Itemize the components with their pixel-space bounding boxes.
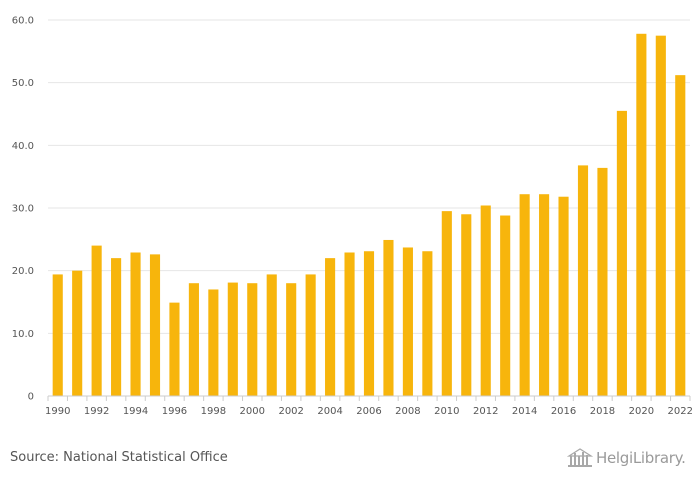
- x-tick-label: 2022: [668, 406, 693, 417]
- bar-2012: [480, 205, 491, 396]
- x-tick-label: 2018: [590, 406, 615, 417]
- x-tick-label: 1990: [45, 406, 70, 417]
- x-tick-label: 2020: [629, 406, 654, 417]
- y-tick-label: 40.0: [12, 141, 34, 152]
- bar-1994: [130, 252, 141, 396]
- bar-1991: [72, 270, 83, 396]
- bar-1992: [91, 245, 102, 396]
- y-tick-label: 20.0: [12, 266, 34, 277]
- library-building-icon: [567, 448, 593, 467]
- bar-2006: [363, 251, 375, 396]
- bar-2011: [461, 214, 472, 396]
- bar-2018: [597, 167, 608, 396]
- x-tick-label: 2008: [395, 406, 420, 417]
- y-tick-label: 60.0: [12, 16, 34, 27]
- bar-1990: [52, 274, 63, 396]
- bar-2003: [305, 274, 316, 396]
- bar-2021: [655, 35, 666, 397]
- x-tick-label: 2004: [317, 406, 342, 417]
- bar-2015: [539, 194, 550, 396]
- bar-2016: [558, 196, 569, 396]
- bar-2019: [616, 110, 627, 396]
- x-tick-label: 2016: [551, 406, 576, 417]
- y-tick-label: 0: [28, 392, 34, 403]
- bar-chart: 010.020.030.040.050.060.0 1990 1992 1994 19…: [12, 16, 693, 418]
- bar-2009: [422, 251, 433, 396]
- bar-2001: [266, 274, 277, 396]
- bar-2014: [519, 194, 530, 396]
- x-tick-label: 1996: [162, 406, 187, 417]
- y-tick-label: 30.0: [12, 204, 34, 215]
- x-axis-labels: 1990 1992 1994 1996 1998 2000 2002 2004 2006 2008…: [45, 406, 693, 417]
- bar-1996: [169, 302, 180, 396]
- source-note: Source: National Statistical Office: [10, 450, 228, 465]
- bar-2022: [675, 75, 686, 396]
- bar-1997: [188, 283, 199, 396]
- bar-1999: [227, 282, 238, 396]
- bar-2020: [636, 33, 647, 396]
- x-tick-label: 2000: [240, 406, 265, 417]
- bar-2007: [383, 239, 394, 396]
- x-tick-label: 1992: [84, 406, 109, 417]
- x-tick-label: 2012: [473, 406, 498, 417]
- x-axis-ticks: [47, 396, 691, 401]
- x-tick-label: 2014: [512, 406, 537, 417]
- brand-name: HelgiLibrary.: [596, 449, 686, 467]
- x-tick-label: 2002: [278, 406, 303, 417]
- x-tick-label: 2010: [434, 406, 459, 417]
- bar-2005: [344, 252, 355, 396]
- bar-2002: [286, 283, 297, 396]
- bar-1998: [208, 289, 219, 396]
- x-tick-label: 1994: [123, 406, 148, 417]
- bar-2000: [247, 283, 258, 396]
- bar-1993: [111, 258, 122, 396]
- x-tick-label: 2006: [356, 406, 381, 417]
- bar-2004: [325, 258, 336, 396]
- x-tick-label: 1998: [201, 406, 226, 417]
- bar-2017: [577, 165, 589, 396]
- bar-2013: [500, 215, 511, 396]
- y-tick-label: 50.0: [12, 78, 34, 89]
- bar-2010: [441, 211, 452, 396]
- bars: [52, 33, 686, 397]
- y-tick-label: 10.0: [12, 329, 34, 340]
- y-axis-labels: 0 10.0 20.0 30.0 40.0 50.0 60.0: [12, 16, 34, 403]
- bar-2008: [402, 247, 413, 396]
- bar-1995: [149, 254, 161, 396]
- helgi-library-logo: HelgiLibrary.: [567, 448, 686, 468]
